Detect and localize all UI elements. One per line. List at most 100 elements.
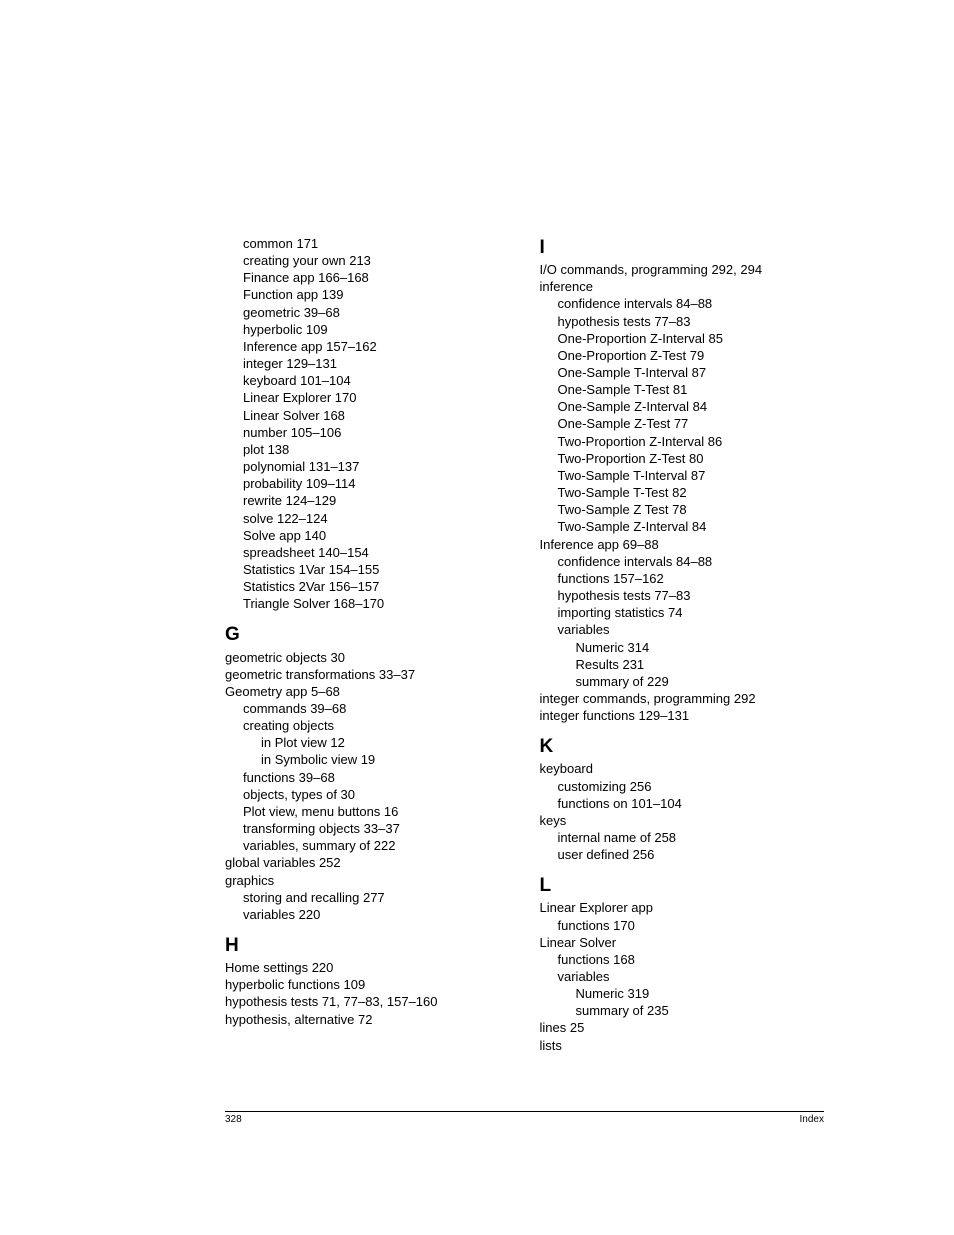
index-entry: graphics [225,872,510,889]
index-entry: Linear Solver [540,934,825,951]
index-entry: Finance app 166–168 [225,269,510,286]
index-entry: functions 168 [540,951,825,968]
index-entry: hypothesis tests 77–83 [540,587,825,604]
g-block: geometric objects 30geometric transforma… [225,649,510,924]
index-entry: Two-Sample Z-Interval 84 [540,518,825,535]
index-entry: integer 129–131 [225,355,510,372]
continued-block: common 171creating your own 213Finance a… [225,235,510,612]
index-entry: One-Proportion Z-Test 79 [540,347,825,364]
index-entry: Numeric 319 [540,985,825,1002]
index-entry: transforming objects 33–37 [225,820,510,837]
index-entry: Inference app 69–88 [540,536,825,553]
index-entry: integer functions 129–131 [540,707,825,724]
index-entry: Numeric 314 [540,639,825,656]
index-entry: objects, types of 30 [225,786,510,803]
index-entry: Plot view, menu buttons 16 [225,803,510,820]
index-entry: Triangle Solver 168–170 [225,595,510,612]
index-entry: in Plot view 12 [225,734,510,751]
index-columns: common 171creating your own 213Finance a… [225,235,824,1054]
index-entry: hyperbolic functions 109 [225,976,510,993]
index-entry: hypothesis tests 71, 77–83, 157–160 [225,993,510,1010]
index-entry: integer commands, programming 292 [540,690,825,707]
index-entry: Geometry app 5–68 [225,683,510,700]
index-entry: I/O commands, programming 292, 294 [540,261,825,278]
index-entry: geometric 39–68 [225,304,510,321]
index-entry: plot 138 [225,441,510,458]
index-entry: keyboard [540,760,825,777]
index-entry: functions 170 [540,917,825,934]
index-entry: commands 39–68 [225,700,510,717]
index-entry: spreadsheet 140–154 [225,544,510,561]
l-block: Linear Explorer appfunctions 170Linear S… [540,899,825,1053]
index-entry: summary of 235 [540,1002,825,1019]
index-entry: Home settings 220 [225,959,510,976]
index-entry: Linear Explorer app [540,899,825,916]
index-entry: variables 220 [225,906,510,923]
index-entry: Statistics 2Var 156–157 [225,578,510,595]
i-block: I/O commands, programming 292, 294infere… [540,261,825,724]
index-entry: confidence intervals 84–88 [540,295,825,312]
index-entry: variables, summary of 222 [225,837,510,854]
index-entry: polynomial 131–137 [225,458,510,475]
index-entry: functions 157–162 [540,570,825,587]
index-entry: user defined 256 [540,846,825,863]
heading-h: H [225,933,510,958]
k-block: keyboardcustomizing 256functions on 101–… [540,760,825,863]
index-entry: functions 39–68 [225,769,510,786]
index-entry: hypothesis tests 77–83 [540,313,825,330]
index-entry: solve 122–124 [225,510,510,527]
index-entry: internal name of 258 [540,829,825,846]
index-entry: confidence intervals 84–88 [540,553,825,570]
index-entry: customizing 256 [540,778,825,795]
index-entry: variables [540,968,825,985]
heading-l: L [540,873,825,898]
index-entry: summary of 229 [540,673,825,690]
index-entry: lines 25 [540,1019,825,1036]
index-entry: One-Sample T-Test 81 [540,381,825,398]
index-entry: variables [540,621,825,638]
index-entry: Inference app 157–162 [225,338,510,355]
index-entry: common 171 [225,235,510,252]
index-entry: inference [540,278,825,295]
index-entry: One-Sample Z-Test 77 [540,415,825,432]
index-entry: creating your own 213 [225,252,510,269]
index-entry: Two-Proportion Z-Interval 86 [540,433,825,450]
index-entry: Statistics 1Var 154–155 [225,561,510,578]
index-entry: number 105–106 [225,424,510,441]
heading-k: K [540,734,825,759]
index-entry: geometric objects 30 [225,649,510,666]
index-entry: probability 109–114 [225,475,510,492]
index-entry: rewrite 124–129 [225,492,510,509]
index-entry: hyperbolic 109 [225,321,510,338]
index-entry: Function app 139 [225,286,510,303]
index-entry: Two-Sample T-Test 82 [540,484,825,501]
index-entry: keys [540,812,825,829]
index-entry: geometric transformations 33–37 [225,666,510,683]
index-entry: One-Sample T-Interval 87 [540,364,825,381]
index-entry: storing and recalling 277 [225,889,510,906]
column-right: I I/O commands, programming 292, 294infe… [540,235,825,1054]
index-entry: hypothesis, alternative 72 [225,1011,510,1028]
index-entry: Linear Solver 168 [225,407,510,424]
index-entry: Two-Proportion Z-Test 80 [540,450,825,467]
index-entry: One-Proportion Z-Interval 85 [540,330,825,347]
index-entry: importing statistics 74 [540,604,825,621]
heading-g: G [225,622,510,647]
index-entry: Linear Explorer 170 [225,389,510,406]
page-footer: 328 Index [225,1111,824,1125]
index-entry: creating objects [225,717,510,734]
index-entry: One-Sample Z-Interval 84 [540,398,825,415]
heading-i: I [540,235,825,260]
index-page: common 171creating your own 213Finance a… [0,0,954,1235]
page-number: 328 [225,1114,242,1125]
index-entry: Results 231 [540,656,825,673]
index-entry: Two-Sample Z Test 78 [540,501,825,518]
column-left: common 171creating your own 213Finance a… [225,235,510,1054]
index-entry: in Symbolic view 19 [225,751,510,768]
h-block: Home settings 220hyperbolic functions 10… [225,959,510,1028]
footer-section: Index [800,1114,824,1125]
index-entry: keyboard 101–104 [225,372,510,389]
index-entry: lists [540,1037,825,1054]
index-entry: Solve app 140 [225,527,510,544]
index-entry: functions on 101–104 [540,795,825,812]
